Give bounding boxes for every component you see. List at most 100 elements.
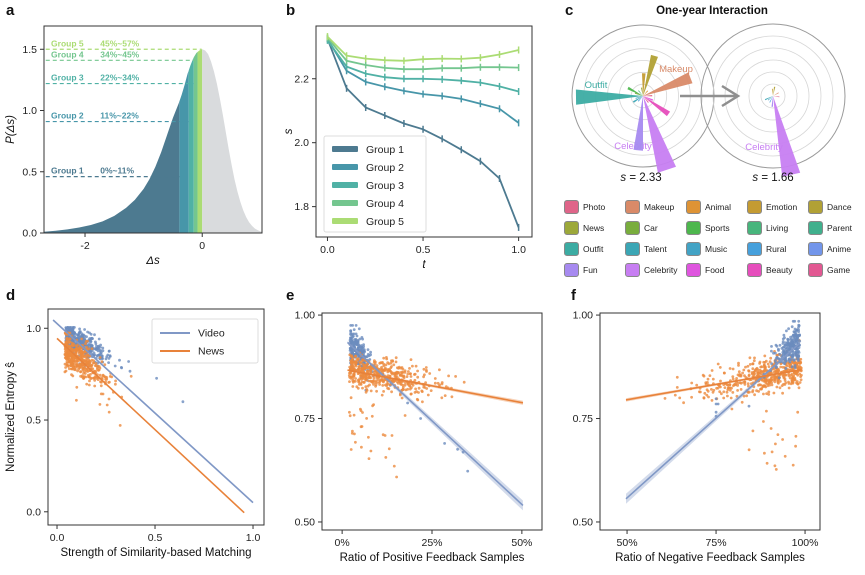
panel-e-letter: e <box>286 287 295 304</box>
group-range-label: 11%~22% <box>100 111 139 121</box>
legend-label: Group 2 <box>366 162 404 174</box>
plot-border <box>315 25 533 238</box>
category-swatch <box>625 220 640 235</box>
panel-d-letter: d <box>6 287 16 304</box>
category-legend-item-dance: Dance <box>808 199 865 214</box>
category-legend-item-celebrity: Celebrity <box>625 262 686 277</box>
category-legend-item-emotion: Emotion <box>747 199 808 214</box>
x-tick-label: 0% <box>335 537 350 549</box>
panel-b-letter: b <box>286 2 296 19</box>
wedge-rural <box>769 96 773 103</box>
x-tick-label: 0 <box>199 240 205 252</box>
wedge-animal <box>643 90 649 96</box>
wedge-fun <box>771 96 773 107</box>
y-tick-label: 2.0 <box>294 137 309 149</box>
wedge-game <box>643 96 649 103</box>
panel-a-chart: -2 0 0.0 0.5 1.0 1.5 Δs P(Δs) Group 1 0%~11% Group… <box>5 25 263 267</box>
x-tick-label: 0.5 <box>416 244 431 256</box>
category-swatch <box>625 199 640 214</box>
category-legend-item-outfit: Outfit <box>564 241 625 256</box>
wedge-living <box>638 90 643 96</box>
legend-label: News <box>198 346 224 358</box>
group-name-label: Group 4 <box>51 49 84 59</box>
category-swatch <box>625 262 640 277</box>
series-group-2 <box>326 35 520 127</box>
entropy-value-label: s = 1.66 <box>752 172 793 184</box>
x-tick-label: 100% <box>792 537 819 549</box>
fit-line-video <box>52 319 254 504</box>
category-legend-item-car: Car <box>625 220 686 235</box>
category-label: Sports <box>705 222 730 233</box>
group-name-label: Group 5 <box>51 38 84 48</box>
wedge-food <box>643 96 654 101</box>
category-legend-item-anime: Anime <box>808 241 865 256</box>
y-tick-label: 0.5 <box>26 415 41 427</box>
plot-border <box>43 25 263 234</box>
series-group-1 <box>326 35 520 231</box>
category-swatch <box>808 262 823 277</box>
category-label: Emotion <box>766 201 798 212</box>
category-label: News <box>583 222 605 233</box>
wedge-label-celebrity: Celebrity <box>745 142 783 153</box>
category-swatch <box>686 220 701 235</box>
category-label: Talent <box>644 243 667 254</box>
y-tick-label: 0.5 <box>22 166 37 178</box>
group-name-label: Group 1 <box>51 166 84 176</box>
category-swatch <box>808 241 823 256</box>
x-tick-label: 1.0 <box>511 244 526 256</box>
category-legend-item-beauty: Beauty <box>747 262 808 277</box>
density-band-positive <box>202 49 262 234</box>
category-label: Food <box>705 264 725 275</box>
category-label: Music <box>705 243 728 254</box>
y-tick-label: 0.50 <box>295 516 316 528</box>
panel-d: d 0.0 0.5 1.0 0.0 0.5 1.0 Strength of Similari… <box>0 285 280 575</box>
series-group-4 <box>326 34 520 73</box>
wedge-emotion <box>642 73 646 96</box>
panel-c: c One-year Interaction Outfit Makeup Celebr… <box>560 0 865 285</box>
category-label: Beauty <box>766 264 793 275</box>
group-range-label: 0%~11% <box>100 166 134 176</box>
panel-a: a -2 0 0.0 0.5 1.0 1.5 Δs P(Δs) Group 1 0%~11% Gro… <box>0 0 280 285</box>
y-tick-label: 2.2 <box>294 73 309 85</box>
x-axis-label: Strength of Similarity-based Matching <box>60 547 251 559</box>
density-band-group-1 <box>44 101 180 233</box>
category-swatch <box>747 199 762 214</box>
group-range-label: 34%~45% <box>100 49 139 59</box>
x-tick-label: 50% <box>617 537 638 549</box>
category-swatch <box>564 199 579 214</box>
wedge-dance <box>643 54 658 96</box>
wedge-car <box>634 92 643 96</box>
y-tick-label: 1.00 <box>295 310 316 322</box>
x-axis-label: Ratio of Positive Feedback Samples <box>340 552 525 564</box>
category-swatch <box>808 199 823 214</box>
y-tick-label: 0.75 <box>295 413 316 425</box>
wedge-celebrity <box>773 96 801 177</box>
legend-label: Group 1 <box>366 144 404 156</box>
fit-line-video <box>346 341 524 507</box>
y-tick-label: 1.00 <box>573 310 594 322</box>
group-name-label: Group 3 <box>51 73 84 83</box>
wedge-music <box>635 96 643 99</box>
category-label: Dance <box>827 201 852 212</box>
y-tick-label: 1.8 <box>294 201 309 213</box>
category-legend-item-fun: Fun <box>564 262 625 277</box>
panel-b: b 0.0 0.5 1.0 1.8 2.0 2.2 t s Group 1 Group 2 Grou… <box>280 0 560 285</box>
category-swatch <box>686 199 701 214</box>
wedge-makeup <box>643 72 693 96</box>
category-label: Outfit <box>583 243 604 254</box>
category-label: Fun <box>583 264 598 275</box>
fit-line-news <box>625 368 802 401</box>
panel-d-chart: 0.0 0.5 1.0 0.0 0.5 1.0 Strength of Similarity… <box>5 308 265 559</box>
category-label: Animal <box>705 201 731 212</box>
category-swatch <box>625 241 640 256</box>
legend-label: Video <box>198 328 225 340</box>
category-swatch <box>564 220 579 235</box>
x-tick-label: 0.0 <box>320 244 335 256</box>
x-tick-label: 75% <box>706 537 727 549</box>
polar-ring <box>748 71 798 121</box>
fit-line-news <box>56 337 245 514</box>
category-label: Makeup <box>644 201 675 212</box>
x-tick-label: 50% <box>511 537 532 549</box>
